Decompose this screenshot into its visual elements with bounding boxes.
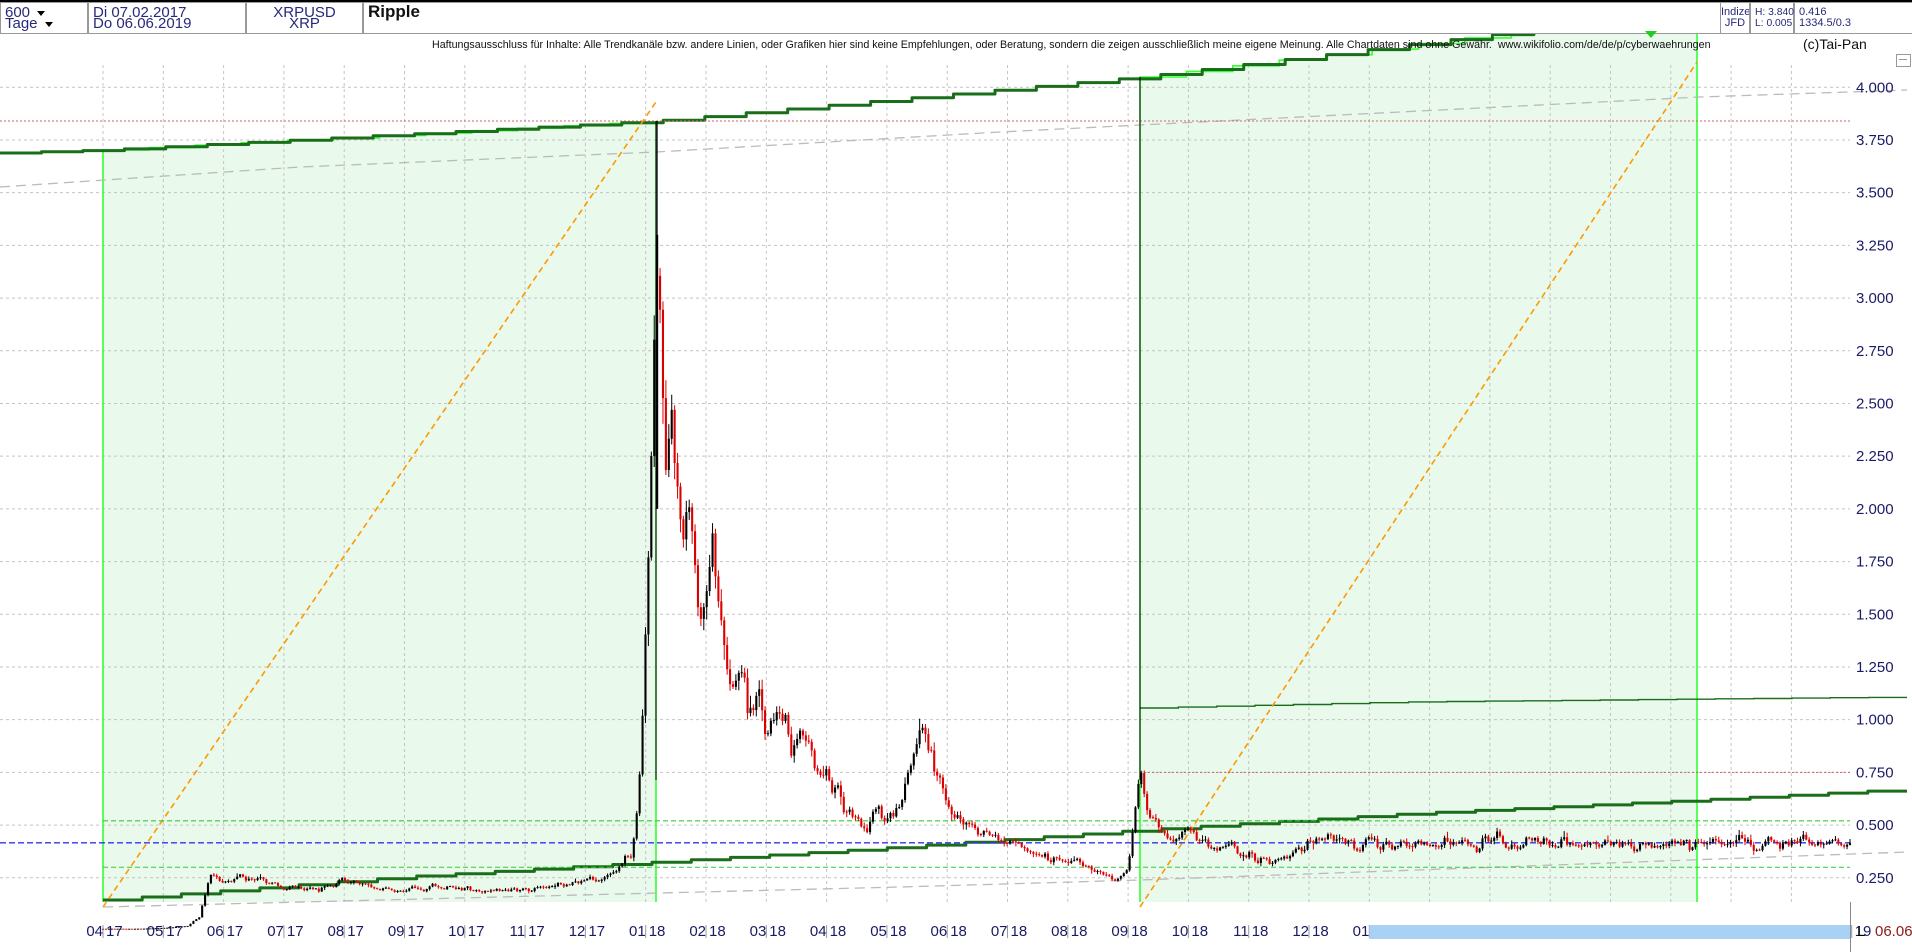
svg-text:17: 17 (588, 923, 605, 940)
svg-text:11: 11 (510, 923, 526, 940)
svg-text:18: 18 (1312, 923, 1329, 940)
svg-text:1.250: 1.250 (1856, 659, 1894, 676)
svg-text:01: 01 (629, 923, 646, 940)
svg-text:09: 09 (388, 923, 405, 940)
svg-text:07: 07 (991, 923, 1008, 940)
svg-text:18: 18 (1191, 923, 1208, 940)
svg-text:1.500: 1.500 (1856, 606, 1894, 623)
svg-text:17: 17 (227, 923, 244, 940)
svg-text:L: L (1857, 923, 1865, 940)
svg-text:09: 09 (1111, 923, 1128, 940)
svg-text:18: 18 (830, 923, 847, 940)
svg-text:0.500: 0.500 (1856, 817, 1894, 834)
svg-text:18: 18 (769, 923, 786, 940)
svg-text:18: 18 (1131, 923, 1148, 940)
svg-text:1.750: 1.750 (1856, 554, 1894, 571)
svg-text:18: 18 (1071, 923, 1088, 940)
svg-text:07: 07 (267, 923, 284, 940)
svg-text:1.000: 1.000 (1856, 712, 1894, 729)
svg-text:0.750: 0.750 (1856, 764, 1894, 781)
svg-text:10: 10 (448, 923, 465, 940)
svg-text:04: 04 (810, 923, 827, 940)
svg-text:17: 17 (528, 923, 545, 940)
svg-text:3.000: 3.000 (1856, 290, 1894, 307)
svg-text:3.250: 3.250 (1856, 237, 1894, 254)
svg-text:11: 11 (1233, 923, 1249, 940)
svg-text:4.000: 4.000 (1856, 79, 1894, 96)
svg-text:18: 18 (890, 923, 907, 940)
svg-text:04: 04 (86, 923, 103, 940)
svg-text:10: 10 (1172, 923, 1189, 940)
svg-text:0.250: 0.250 (1856, 870, 1894, 887)
svg-text:05: 05 (870, 923, 887, 940)
svg-text:17: 17 (468, 923, 485, 940)
svg-text:17: 17 (408, 923, 425, 940)
svg-text:08: 08 (1051, 923, 1068, 940)
svg-text:17: 17 (166, 923, 183, 940)
svg-text:06.06.19: 06.06.19 (1875, 923, 1912, 940)
svg-text:17: 17 (106, 923, 123, 940)
svg-text:18: 18 (709, 923, 726, 940)
svg-text:01: 01 (1353, 923, 1370, 940)
svg-text:2.250: 2.250 (1856, 448, 1894, 465)
svg-text:17: 17 (347, 923, 364, 940)
svg-text:18: 18 (649, 923, 666, 940)
svg-text:18: 18 (1011, 923, 1028, 940)
svg-text:2.750: 2.750 (1856, 343, 1894, 360)
svg-text:18: 18 (950, 923, 967, 940)
svg-text:06: 06 (207, 923, 224, 940)
svg-text:2.500: 2.500 (1856, 395, 1894, 412)
svg-text:12: 12 (1292, 923, 1309, 940)
svg-text:3.500: 3.500 (1856, 185, 1894, 202)
svg-text:02: 02 (689, 923, 706, 940)
svg-text:2.000: 2.000 (1856, 501, 1894, 518)
svg-text:18: 18 (1252, 923, 1269, 940)
svg-text:05: 05 (147, 923, 164, 940)
svg-text:03: 03 (750, 923, 767, 940)
svg-text:17: 17 (287, 923, 304, 940)
svg-text:08: 08 (328, 923, 345, 940)
svg-text:06: 06 (931, 923, 948, 940)
svg-text:3.750: 3.750 (1856, 132, 1894, 149)
svg-text:12: 12 (569, 923, 586, 940)
